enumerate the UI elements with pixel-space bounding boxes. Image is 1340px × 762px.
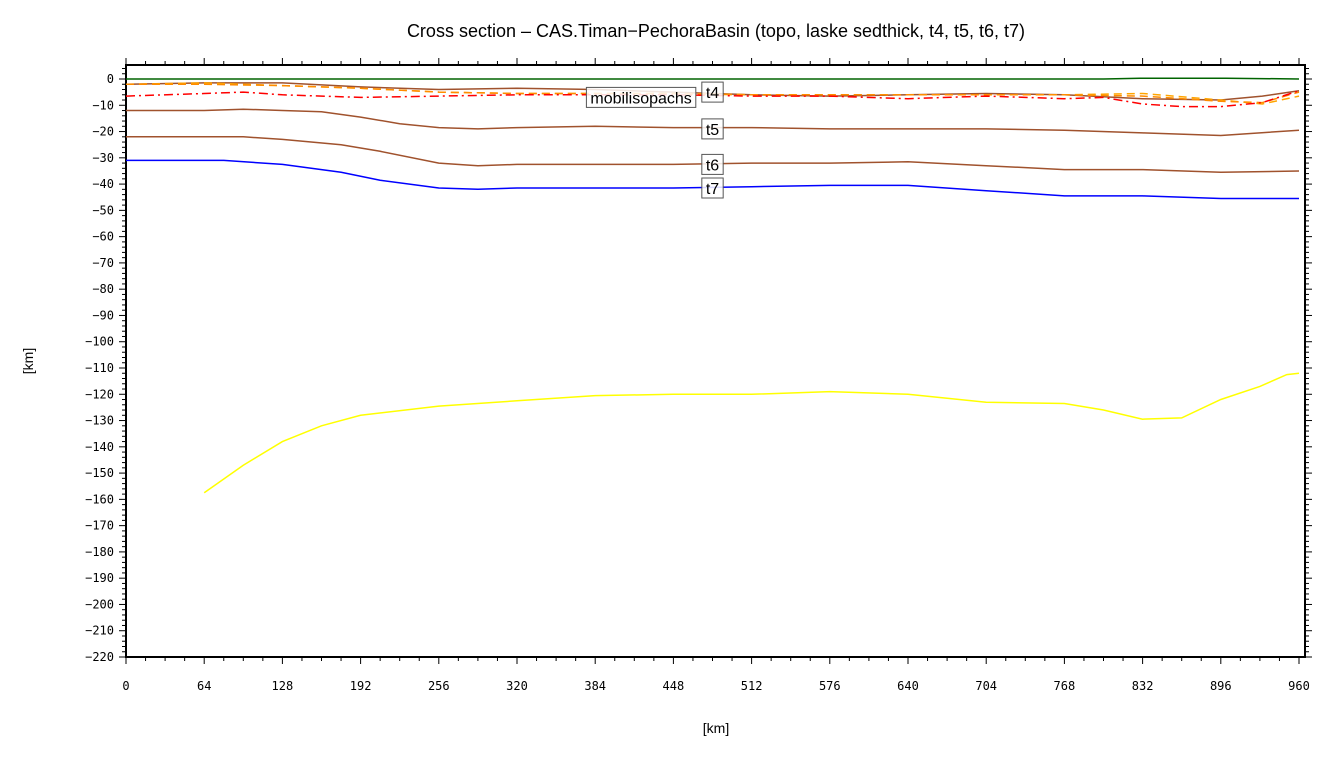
series-group xyxy=(125,77,1300,494)
line-label-box xyxy=(585,86,697,108)
y-tick-label: −200 xyxy=(85,597,114,611)
line-label-mobilisopachs: mobilisopachs xyxy=(585,86,697,108)
x-tick-label: 0 xyxy=(122,679,129,693)
x-tick-label: 320 xyxy=(506,679,528,693)
x-tick-label: 576 xyxy=(819,679,841,693)
x-tick-label: 832 xyxy=(1132,679,1154,693)
y-tick-label: −20 xyxy=(92,125,114,139)
y-tick-label: −30 xyxy=(92,151,114,165)
y-tick-label: −40 xyxy=(92,177,114,191)
y-tick-label: −50 xyxy=(92,203,114,217)
series-line-4 xyxy=(125,90,1300,108)
plot-frame xyxy=(125,64,1306,658)
x-tick-label: 384 xyxy=(584,679,606,693)
x-tick-label: 512 xyxy=(741,679,763,693)
y-tick-label: −120 xyxy=(85,387,114,401)
line-label-t7: t7 xyxy=(701,177,724,199)
y-tick-label: −70 xyxy=(92,256,114,270)
x-tick-label: 704 xyxy=(975,679,997,693)
x-tick-label: 64 xyxy=(197,679,211,693)
y-tick-label: −150 xyxy=(85,466,114,480)
x-tick-label: 192 xyxy=(350,679,372,693)
y-tick-label: −100 xyxy=(85,335,114,349)
series-line-3 xyxy=(126,83,1300,104)
line-label-text: t4 xyxy=(706,85,719,102)
line-label-box xyxy=(701,81,724,103)
y-axis-label: [km] xyxy=(20,348,36,374)
line-label-box xyxy=(701,177,724,199)
y-tick-label: −180 xyxy=(85,545,114,559)
x-tick-label: 128 xyxy=(272,679,294,693)
line-label-t4: t4 xyxy=(701,81,724,103)
axes: 0 −10 −20 −30 −40 −50 −60 −70 −80 −90 −100 −110 −120… xyxy=(85,58,1312,693)
line-label-t6: t6 xyxy=(701,153,724,175)
series-line-0 xyxy=(126,77,1300,80)
x-tick-label: 896 xyxy=(1210,679,1232,693)
y-tick-label: −220 xyxy=(85,650,114,664)
line-label-text: t5 xyxy=(706,122,719,139)
y-tick-label: −60 xyxy=(92,230,114,244)
series-line-8 xyxy=(203,372,1300,494)
y-tick-label: −210 xyxy=(85,624,114,638)
y-tick-label: −170 xyxy=(85,519,114,533)
series-line-5 xyxy=(126,108,1300,137)
x-tick-label: 256 xyxy=(428,679,450,693)
x-tick-label: 960 xyxy=(1288,679,1310,693)
series-line-7 xyxy=(126,159,1299,200)
line-label-text: mobilisopachs xyxy=(590,90,691,107)
series-line-6 xyxy=(126,136,1300,174)
x-axis-label: [km] xyxy=(703,720,729,736)
y-tick-label: −80 xyxy=(92,282,114,296)
y-tick-label: −160 xyxy=(85,492,114,506)
y-tick-label: −110 xyxy=(85,361,114,375)
y-tick-label: 0 xyxy=(107,72,114,86)
y-tick-label: −10 xyxy=(92,98,114,112)
chart-title: Cross section – CAS.Timan−PechoraBasin (… xyxy=(407,21,1025,41)
line-label-box xyxy=(701,153,724,175)
x-tick-label: 448 xyxy=(663,679,685,693)
y-tick-label: −190 xyxy=(85,571,114,585)
line-label-text: t7 xyxy=(706,181,719,198)
line-label-t5: t5 xyxy=(701,118,724,140)
y-tick-label: −90 xyxy=(92,308,114,322)
y-tick-label: −140 xyxy=(85,440,114,454)
line-label-box xyxy=(701,118,724,140)
y-tick-label: −130 xyxy=(85,414,114,428)
x-tick-label: 768 xyxy=(1054,679,1076,693)
line-labels: t4 mobilisopachs t5 t6 t7 xyxy=(585,81,724,199)
line-label-text: t6 xyxy=(706,157,719,174)
x-tick-label: 640 xyxy=(897,679,919,693)
